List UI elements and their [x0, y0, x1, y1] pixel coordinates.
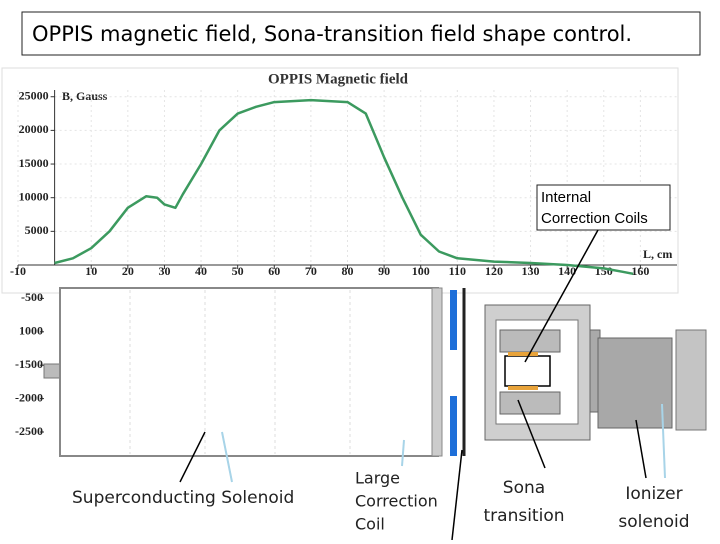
callout-text: Correction Coils — [541, 210, 648, 227]
arrow — [221, 431, 233, 483]
arrow — [524, 229, 599, 363]
y2-tick-label: -500 — [21, 290, 43, 304]
ionizer-flange — [675, 329, 707, 431]
arrow — [635, 419, 647, 479]
schematic — [43, 287, 707, 457]
y-axis-label: B, Gauss — [62, 89, 108, 103]
x-tick-label: 70 — [305, 264, 317, 278]
chart-title: OPPIS Magnetic field — [268, 71, 409, 87]
callout-box — [536, 184, 671, 231]
y-tick-label: 10000 — [19, 189, 49, 203]
internal-coil — [504, 355, 551, 387]
flange — [431, 287, 443, 457]
coil — [450, 290, 457, 350]
slide-title: OPPIS magnetic field, Sona-transition fi… — [32, 22, 632, 46]
label: Sona — [503, 478, 545, 498]
y2-tick-label: -1500 — [15, 357, 43, 371]
arrow — [517, 399, 546, 469]
plot-frame — [1, 67, 679, 294]
connector — [43, 363, 61, 379]
coil-part — [508, 352, 538, 356]
arrow — [451, 449, 463, 541]
label: Correction — [355, 492, 438, 511]
light-arrows — [221, 403, 666, 483]
y-tick-label: 20000 — [19, 122, 49, 136]
y2-tick-label: -2000 — [15, 390, 43, 404]
x-tick-label: 160 — [631, 264, 649, 278]
field-line — [54, 98, 634, 276]
x-tick-label: 140 — [558, 264, 576, 278]
y-tick-label: 25000 — [19, 88, 49, 102]
arrow — [179, 431, 206, 483]
x-tick-label: 60 — [268, 264, 280, 278]
title-box — [21, 11, 701, 56]
x-tick-label: 90 — [378, 264, 390, 278]
coil-part — [508, 386, 538, 390]
superconducting-solenoid — [59, 287, 439, 457]
x-tick-label: 130 — [522, 264, 540, 278]
x-tick-label: 110 — [449, 264, 466, 278]
sona-block — [499, 329, 561, 353]
x-tick-label: 100 — [412, 264, 430, 278]
y2-tick-label: 1000 — [19, 324, 43, 338]
y2-tick-label: -2500 — [15, 424, 43, 438]
x-tick-label: 50 — [232, 264, 244, 278]
ionizer-solenoid — [597, 337, 673, 429]
x-tick-label: -10 — [10, 264, 26, 278]
arrows — [179, 229, 647, 541]
label: Coil — [355, 515, 385, 534]
label: Ionizer — [625, 484, 682, 504]
x-tick-label: 30 — [158, 264, 170, 278]
arrow — [401, 439, 405, 467]
x-tick-label: 40 — [195, 264, 207, 278]
label: solenoid — [618, 512, 689, 532]
x-axis-label: L, cm — [643, 247, 672, 261]
label: Superconducting Solenoid — [72, 488, 294, 508]
x-tick-label: 80 — [342, 264, 354, 278]
coil — [450, 396, 457, 456]
y-tick-label: 15000 — [19, 156, 49, 170]
x-tick-label: 10 — [85, 264, 97, 278]
callout-text: Internal — [541, 189, 591, 206]
label: Large — [355, 469, 400, 488]
x-tick-label: 20 — [122, 264, 134, 278]
y-tick-label: 5000 — [25, 223, 49, 237]
x-tick-label: 120 — [485, 264, 503, 278]
arrow — [661, 403, 666, 479]
sona-block — [499, 391, 561, 415]
label: transition — [484, 506, 565, 526]
